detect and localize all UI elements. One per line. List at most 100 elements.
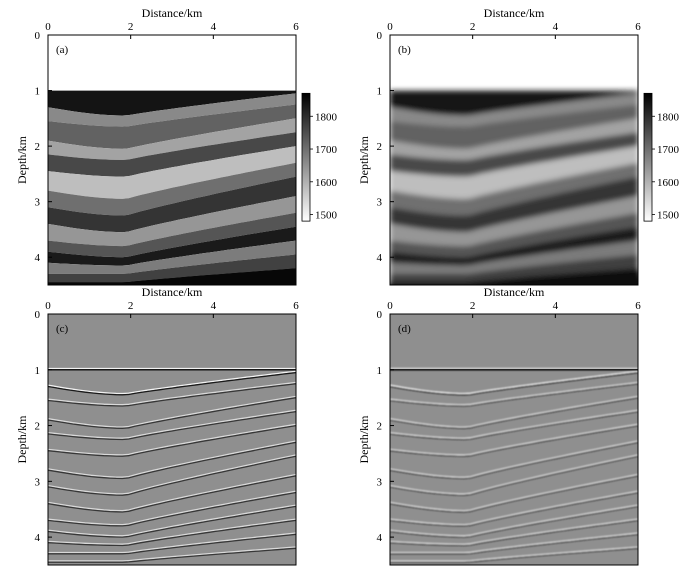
reflector-bright [390, 490, 638, 526]
colorbar-tick-label: 1700 [657, 144, 680, 156]
colorbar: 1800 1700 1600 1500 [643, 92, 680, 222]
x-tick-label: 6 [635, 21, 641, 33]
y-tick-label: 1 [377, 86, 383, 98]
velocity-layer [390, 226, 638, 266]
y-axis: 0 1 2 3 4 Depth/km [15, 309, 52, 544]
y-axis: 0 1 2 3 4 Depth/km [15, 30, 52, 264]
reflector-dark [48, 519, 296, 547]
y-tick-label: 4 [35, 252, 41, 264]
velocity-layer [48, 176, 296, 233]
panel-label: (b) [398, 44, 411, 56]
velocity-layer [390, 176, 638, 233]
reflector-dark [390, 397, 638, 429]
reflector-dark [48, 410, 296, 441]
colorbar-tick-label: 1600 [657, 177, 680, 189]
reflector-bright [390, 518, 638, 545]
reflector-dark [390, 491, 638, 527]
x-tick-label: 6 [635, 300, 641, 312]
x-tick-label: 0 [45, 300, 51, 312]
x-axis: 0 2 4 6 Distance/km [387, 285, 641, 318]
reflector-dark [390, 371, 638, 396]
panel-label: (c) [56, 323, 69, 335]
y-tick-label: 1 [35, 86, 41, 98]
y-tick-label: 4 [377, 252, 383, 264]
x-tick-label: 2 [470, 21, 476, 33]
colorbar-tick-label: 1500 [657, 210, 680, 222]
reflector-dark [390, 519, 638, 547]
reflector-dark [390, 383, 638, 407]
reflector-dark [48, 547, 296, 563]
velocity-layer [390, 104, 638, 149]
y-tick-label: 3 [35, 197, 41, 209]
panel-a-velocity-model: 0 2 4 6Distance/km01234Depth/km(a)180017001… [15, 6, 338, 286]
velocity-layer [390, 118, 638, 160]
reflector-dark [48, 424, 296, 457]
reflector-dark [48, 455, 296, 496]
velocity-layer [48, 240, 296, 274]
reflector-dark [390, 475, 638, 513]
reflector-bright [48, 490, 296, 526]
y-tick-label: 3 [35, 476, 41, 488]
velocity-layer [390, 93, 638, 127]
y-axis-title: Depth/km [357, 135, 371, 184]
reflector-dark [48, 491, 296, 527]
reflector-bright [48, 518, 296, 545]
velocity-layer [390, 162, 638, 216]
y-tick-label: 2 [35, 421, 41, 433]
panel-b-image [390, 35, 638, 285]
x-tick-label: 4 [211, 300, 217, 312]
reflector-bright [48, 440, 296, 478]
x-tick-label: 4 [211, 21, 217, 33]
panel-d-image [390, 314, 638, 565]
velocity-layer [390, 196, 638, 247]
reflector-bright [390, 440, 638, 478]
x-tick-label: 0 [387, 21, 393, 33]
reflector-bright [390, 370, 638, 395]
reflector-dark [390, 424, 638, 457]
x-axis-title: Distance/km [142, 6, 203, 20]
velocity-layer [390, 212, 638, 258]
velocity-layer [48, 254, 296, 283]
reflector-dark [390, 455, 638, 496]
reflector-dark [48, 441, 296, 480]
reflector-bright [48, 423, 296, 456]
reflector-bright [48, 409, 296, 439]
velocity-layer [48, 162, 296, 216]
colorbar-gradient [643, 92, 653, 222]
x-axis: 0 2 4 6 Distance/km [45, 6, 299, 39]
velocity-layer [48, 132, 296, 177]
reflector-dark [48, 475, 296, 513]
reflectors [390, 367, 638, 563]
velocity-layer [48, 118, 296, 160]
reflector-dark [48, 383, 296, 407]
velocity-layer [48, 104, 296, 149]
panel-frame [47, 313, 297, 566]
velocity-layer [48, 93, 296, 127]
panel-label: (d) [398, 323, 411, 335]
y-tick-label: 0 [35, 30, 41, 42]
reflector-dark [390, 441, 638, 480]
y-axis: 0 1 2 3 4 Depth/km [357, 30, 394, 264]
velocity-layer [48, 226, 296, 266]
reflector-bright [390, 381, 638, 406]
x-tick-label: 6 [293, 21, 299, 33]
reflector-dark [48, 505, 296, 538]
x-axis-title: Distance/km [484, 285, 545, 299]
velocity-layers [390, 90, 638, 285]
velocity-layer [390, 240, 638, 274]
colorbar: 1800 1700 1600 1500 [301, 92, 338, 222]
colorbar-gradient [301, 92, 311, 222]
x-tick-label: 4 [553, 300, 559, 312]
y-tick-label: 1 [35, 365, 41, 377]
reflector-dark [48, 397, 296, 429]
colorbar-tick-label: 1800 [657, 111, 680, 123]
y-tick-label: 1 [377, 365, 383, 377]
x-tick-label: 2 [128, 300, 134, 312]
panel-label: (a) [56, 44, 69, 56]
velocity-layer [48, 212, 296, 258]
x-tick-label: 6 [293, 300, 299, 312]
reflector-bright [48, 381, 296, 406]
reflector-bright [390, 504, 638, 537]
velocity-layer [48, 146, 296, 199]
